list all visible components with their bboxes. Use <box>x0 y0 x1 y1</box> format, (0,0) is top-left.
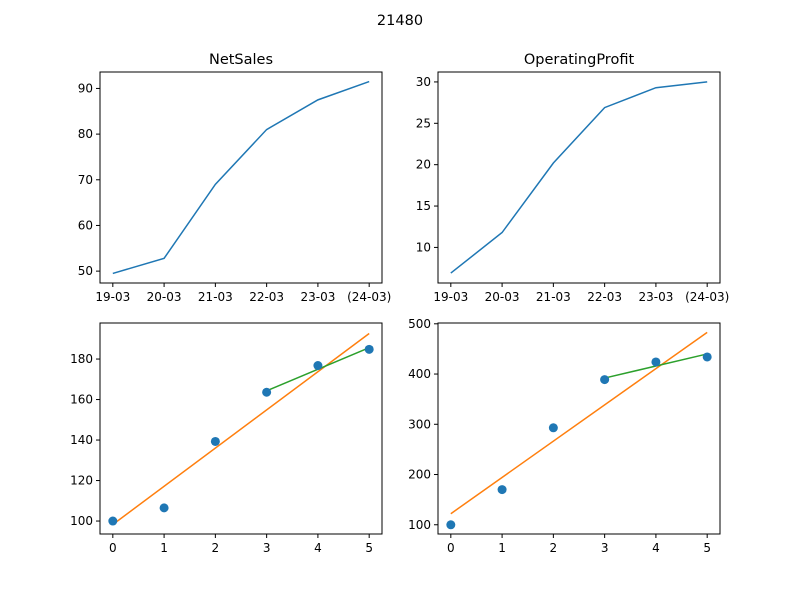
panel0-x-tick-label: 19-03 <box>95 290 130 304</box>
panel2-x-tick-label: 0 <box>109 541 117 555</box>
panel3-y-tick-label: 200 <box>408 468 431 482</box>
panel2-y-tick-label: 120 <box>70 474 93 488</box>
panel0-y-tick-label: 80 <box>78 127 93 141</box>
panel1-series-line <box>450 81 708 274</box>
netsales-line-panel: NetSales 50 60 70 80 90 19-03 20-03 21-03 22-03 2… <box>78 52 392 304</box>
panel1-x-tick-label: 23-03 <box>638 290 673 304</box>
panel1-x-tick-label: 22-03 <box>587 290 622 304</box>
panel0-axes-frame <box>99 71 383 284</box>
panel2-x-tick-label: 2 <box>212 541 220 555</box>
panel3-scatter-point <box>600 375 610 385</box>
netsales-title: NetSales <box>209 52 273 68</box>
panel0-x-tick-label: (24-03) <box>347 290 391 304</box>
operatingprofit-regression-panel: 100 200 300 400 500 0 1 2 3 4 5 <box>408 317 721 555</box>
panel3-scatter-point <box>548 423 558 433</box>
panel2-x-tick-label: 3 <box>263 541 271 555</box>
panel3-x-tick-label: 3 <box>601 541 609 555</box>
panel3-y-tick-label: 500 <box>408 317 431 331</box>
panel3-y-tick-label: 300 <box>408 417 431 431</box>
panel0-x-tick-label: 21-03 <box>198 290 233 304</box>
panel3-scatter-point <box>446 520 456 530</box>
panel2-y-tick-label: 140 <box>70 433 93 447</box>
operatingprofit-title: OperatingProfit <box>524 52 635 68</box>
panel2-x-tick-label: 5 <box>365 541 373 555</box>
panel1-y-tick-label: 30 <box>416 75 431 89</box>
panel1-y-tick-label: 20 <box>416 158 431 172</box>
panel3-y-tick-label: 100 <box>408 518 431 532</box>
figure-suptitle: 21480 <box>377 13 423 29</box>
panel2-y-tick-label: 100 <box>70 514 93 528</box>
panel3-x-tick-label: 4 <box>652 541 660 555</box>
panel1-x-tick-label: 19-03 <box>433 290 468 304</box>
panel3-fit-line-all <box>450 331 708 515</box>
panel3-x-tick-label: 0 <box>447 541 455 555</box>
panel2-x-tick-label: 1 <box>160 541 168 555</box>
panel2-scatter-point <box>262 387 272 397</box>
panel3-axes-frame <box>437 322 721 535</box>
operatingprofit-line-panel: OperatingProfit 10 15 20 25 30 19-03 20-03 21-0… <box>416 52 730 304</box>
panel2-y-tick-label: 160 <box>70 393 93 407</box>
panel2-x-tick-label: 4 <box>314 541 322 555</box>
netsales-regression-panel: 100 120 140 160 180 0 1 2 3 4 5 <box>70 322 383 555</box>
panel0-x-tick-label: 23-03 <box>300 290 335 304</box>
panel1-y-tick-label: 10 <box>416 240 431 254</box>
panel0-y-tick-label: 90 <box>78 81 93 95</box>
panel1-y-tick-label: 15 <box>416 199 431 213</box>
panel1-x-tick-label: (24-03) <box>685 290 729 304</box>
panel2-scatter-point <box>108 516 118 526</box>
panel2-scatter-point <box>210 436 220 446</box>
panel0-y-tick-label: 70 <box>78 173 93 187</box>
panel3-y-tick-label: 400 <box>408 367 431 381</box>
panel1-x-tick-label: 21-03 <box>536 290 571 304</box>
panel0-series-line <box>112 80 370 275</box>
panel1-y-tick-label: 25 <box>416 116 431 130</box>
panel1-x-tick-label: 20-03 <box>485 290 520 304</box>
panel3-x-tick-label: 1 <box>498 541 506 555</box>
panel0-y-tick-label: 50 <box>78 264 93 278</box>
panel1-axes-frame <box>437 71 721 284</box>
panel3-scatter-point <box>702 352 712 362</box>
panel3-x-tick-label: 2 <box>550 541 558 555</box>
panel0-y-tick-label: 60 <box>78 218 93 232</box>
panel2-scatter-point <box>313 361 323 371</box>
panel2-axes-frame <box>99 322 383 535</box>
panel0-x-tick-label: 20-03 <box>147 290 182 304</box>
panel2-scatter-point <box>364 344 374 354</box>
panel2-y-tick-label: 180 <box>70 352 93 366</box>
panel2-scatter-point <box>159 503 169 513</box>
panel3-x-tick-label: 5 <box>703 541 711 555</box>
panel3-scatter-point <box>497 485 507 495</box>
panel3-scatter-point <box>651 357 661 367</box>
panel0-x-tick-label: 22-03 <box>249 290 284 304</box>
